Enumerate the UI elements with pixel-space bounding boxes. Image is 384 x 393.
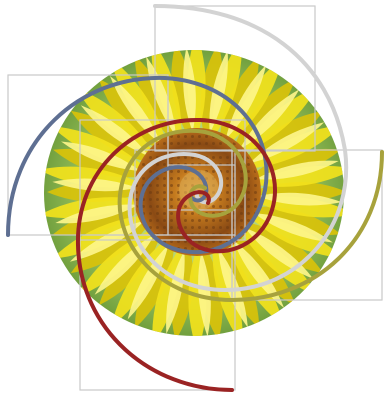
petal bbox=[166, 250, 185, 334]
petal bbox=[110, 57, 168, 146]
petal bbox=[134, 242, 175, 329]
petal bbox=[80, 105, 149, 157]
petal bbox=[61, 141, 141, 172]
petal bbox=[226, 238, 284, 327]
golden-spirals bbox=[6, 4, 384, 392]
spiral-olive bbox=[117, 128, 384, 303]
petal bbox=[51, 125, 147, 170]
petal bbox=[233, 78, 296, 151]
petal bbox=[171, 246, 194, 336]
petal bbox=[233, 239, 285, 308]
petal bbox=[183, 50, 196, 133]
petal bbox=[94, 234, 155, 295]
petal bbox=[219, 242, 260, 329]
petal bbox=[225, 64, 267, 140]
petal bbox=[55, 204, 139, 224]
petal bbox=[53, 148, 145, 178]
spiral-crimson bbox=[75, 117, 278, 392]
petal bbox=[52, 178, 138, 192]
petal bbox=[226, 57, 284, 146]
petal bbox=[76, 228, 156, 298]
petal bbox=[70, 110, 151, 163]
petal bbox=[127, 244, 169, 320]
petal bbox=[249, 122, 325, 164]
petal bbox=[212, 50, 242, 140]
spiral-silver bbox=[127, 4, 349, 293]
petal bbox=[253, 212, 333, 243]
petal bbox=[109, 76, 161, 145]
spiral-steel bbox=[6, 75, 269, 255]
petal bbox=[239, 89, 300, 150]
petal bbox=[255, 160, 339, 180]
petal bbox=[238, 227, 319, 297]
petal bbox=[251, 165, 344, 187]
petal bbox=[152, 244, 182, 336]
petal bbox=[44, 197, 143, 219]
petal bbox=[256, 192, 342, 206]
petal bbox=[246, 125, 343, 169]
petal bbox=[151, 50, 182, 140]
petal bbox=[198, 251, 211, 336]
